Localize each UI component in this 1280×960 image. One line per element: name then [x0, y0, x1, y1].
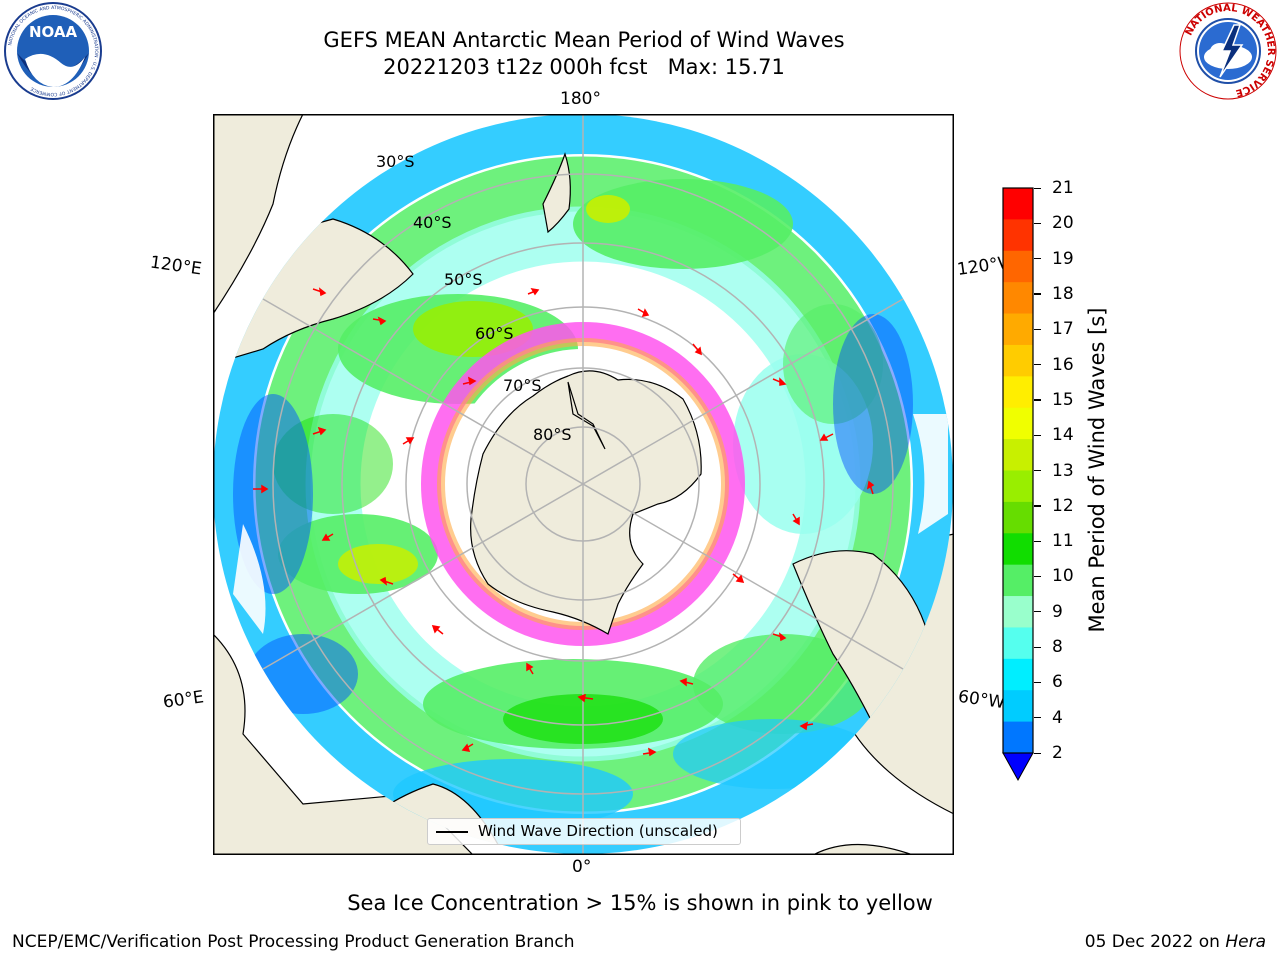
- noaa-logo-text: NOAA: [29, 23, 78, 41]
- footer-branch: NCEP/EMC/Verification Post Processing Pr…: [12, 932, 575, 952]
- colorbar-tick-mark: [1034, 752, 1041, 754]
- colorbar-band: [1003, 313, 1033, 346]
- colorbar-band: [1003, 407, 1033, 440]
- colorbar-tick-label: 14: [1052, 425, 1074, 446]
- colorbar-band: [1003, 376, 1033, 409]
- colorbar-tick-mark: [1034, 399, 1041, 401]
- colorbar-extend-triangle: [1002, 752, 1034, 782]
- colorbar-tick-mark: [1034, 505, 1041, 507]
- colorbar-band: [1003, 690, 1033, 723]
- colorbar-band: [1003, 219, 1033, 252]
- colorbar-tick-mark: [1034, 540, 1041, 542]
- lon-label-120e: 120°E: [148, 252, 203, 280]
- colorbar-tick-label: 6: [1052, 672, 1063, 693]
- colorbar-tick-label: 17: [1052, 319, 1074, 340]
- colorbar-band: [1003, 470, 1033, 503]
- lat-label-70s: 70°S: [503, 376, 542, 395]
- map-legend: Wind Wave Direction (unscaled): [427, 818, 741, 845]
- colorbar-band: [1003, 501, 1033, 534]
- wind-wave-direction-arrows: [253, 287, 875, 757]
- footer-date: 05 Dec 2022 on Hera: [1085, 932, 1266, 952]
- lon-label-0: 0°: [572, 857, 592, 877]
- colorbar-tick-mark: [1034, 187, 1041, 189]
- colorbar-tick-mark: [1034, 681, 1041, 684]
- footer-date-text: 05 Dec 2022 on: [1084, 932, 1220, 952]
- colorbar-tick-mark: [1034, 611, 1041, 613]
- colorbar-tick-mark: [1034, 434, 1041, 436]
- lat-label-80s: 80°S: [533, 425, 572, 444]
- colorbar-tick-label: 8: [1052, 637, 1063, 658]
- colorbar-band: [1003, 564, 1033, 597]
- colorbar-tick-mark: [1034, 575, 1041, 578]
- colorbar-band: [1003, 627, 1033, 660]
- colorbar-tick-label: 13: [1052, 460, 1074, 481]
- colorbar-band: [1003, 533, 1033, 566]
- colorbar-tick-mark: [1034, 222, 1041, 224]
- colorbar-tick-label: 19: [1052, 248, 1074, 269]
- lon-label-180: 180°: [560, 89, 601, 109]
- colorbar-tick-mark: [1034, 646, 1041, 648]
- colorbar-tick-mark: [1034, 717, 1041, 719]
- lat-label-60s: 60°S: [475, 324, 514, 343]
- chart-subtitle-forecast: 20221203 t12z 000h fcst Max: 15.71: [383, 55, 785, 79]
- colorbar-tick-mark: [1034, 470, 1041, 472]
- legend-label: Wind Wave Direction (unscaled): [478, 822, 718, 840]
- chart-title: GEFS MEAN Antarctic Mean Period of Wind …: [323, 28, 845, 52]
- colorbar-tick-label: 18: [1052, 283, 1074, 304]
- colorbar-label: Mean Period of Wind Waves [s]: [1085, 307, 1109, 633]
- colorbar-band: [1003, 344, 1033, 377]
- colorbar-tick-mark: [1034, 364, 1041, 366]
- polar-map: [213, 114, 954, 855]
- colorbar-band: [1003, 188, 1033, 220]
- colorbar-band: [1003, 250, 1033, 283]
- colorbar-tick-label: 11: [1052, 531, 1074, 552]
- colorbar-band: [1003, 658, 1033, 691]
- lat-label-40s: 40°S: [413, 213, 452, 232]
- colorbar-tick-label: 21: [1052, 178, 1074, 198]
- colorbar-tick-mark: [1034, 328, 1041, 330]
- colorbar-tick-label: 12: [1052, 495, 1074, 516]
- sea-ice-note: Sea Ice Concentration > 15% is shown in …: [347, 891, 933, 915]
- antarctica-land: [470, 370, 702, 635]
- colorbar-band: [1003, 721, 1033, 754]
- lat-label-50s: 50°S: [444, 270, 483, 289]
- colorbar-tick-label: 20: [1052, 213, 1074, 234]
- nws-logo-icon: NATIONAL WEATHER SERVICE: [1179, 2, 1277, 100]
- colorbar-band: [1003, 596, 1033, 628]
- legend-line-sample: [436, 831, 468, 833]
- colorbar-tick-mark: [1034, 258, 1041, 260]
- colorbar-band: [1003, 282, 1033, 314]
- lon-label-60e: 60°E: [161, 687, 206, 713]
- lat-label-30s: 30°S: [376, 152, 415, 171]
- colorbar-tick-label: 9: [1052, 601, 1063, 622]
- colorbar-tick-label: 2: [1052, 743, 1063, 763]
- graticule: [213, 114, 953, 854]
- colorbar-band: [1003, 439, 1033, 471]
- footer-host: Hera: [1225, 932, 1266, 952]
- noaa-logo-icon: NOAA NATIONAL OCEANIC AND ATMOSPHERIC AD…: [4, 2, 102, 100]
- colorbar-tick-label: 4: [1052, 707, 1063, 728]
- colorbar: [1002, 187, 1034, 782]
- colorbar-tick-label: 15: [1052, 389, 1074, 410]
- colorbar-tick-label: 16: [1052, 354, 1074, 375]
- colorbar-tick-mark: [1034, 293, 1041, 295]
- colorbar-tick-label: 10: [1052, 566, 1074, 587]
- lon-label-60w: 60°W: [956, 686, 1007, 714]
